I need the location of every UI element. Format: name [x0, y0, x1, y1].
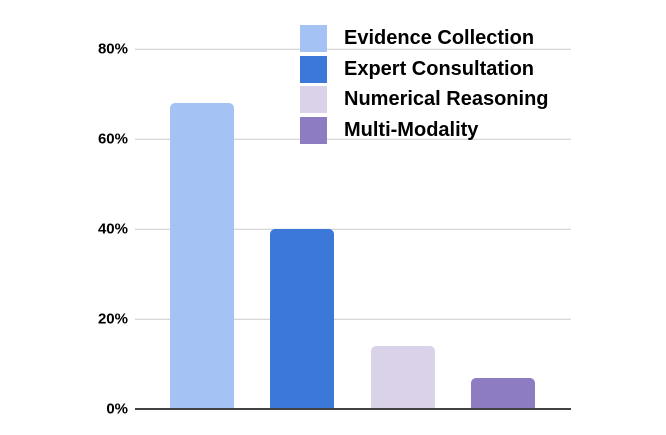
bar-multi-modality	[470, 377, 535, 409]
ytick-label-0: 0%	[106, 400, 128, 418]
legend-item-numerical-reasoning: Numerical Reasoning	[300, 86, 549, 113]
x-axis-line	[135, 408, 571, 410]
bar-expert-consultation	[270, 229, 335, 409]
plot-area	[135, 48, 571, 410]
legend-swatch-expert-consultation	[300, 55, 327, 83]
legend-label-numerical-reasoning: Numerical Reasoning	[344, 88, 549, 110]
ytick-label-20: 20%	[97, 310, 128, 328]
legend-swatch-numerical-reasoning	[300, 86, 327, 113]
gridline-60	[135, 138, 571, 140]
legend-swatch-multi-modality	[300, 116, 327, 144]
legend-label-evidence-collection: Evidence Collection	[344, 27, 535, 49]
gridline-20	[135, 318, 571, 320]
ytick-label-40: 40%	[97, 220, 128, 238]
bar-evidence-collection	[170, 103, 234, 409]
gridline-40	[135, 228, 571, 230]
bar-numerical-reasoning	[370, 346, 435, 409]
ytick-label-60: 60%	[97, 130, 128, 148]
gridline-80	[135, 48, 571, 50]
legend-item-expert-consultation: Expert Consultation	[300, 55, 549, 83]
ytick-label-80: 80%	[97, 40, 128, 58]
legend: Evidence Collection Expert Consultation …	[300, 25, 549, 144]
legend-item-multi-modality: Multi-Modality	[300, 116, 549, 144]
legend-item-evidence-collection: Evidence Collection	[300, 25, 549, 52]
legend-label-multi-modality: Multi-Modality	[344, 118, 479, 141]
y-axis: 0% 20% 40% 60% 80%	[40, 42, 128, 417]
legend-label-expert-consultation: Expert Consultation	[344, 57, 535, 80]
legend-swatch-evidence-collection	[300, 25, 327, 52]
